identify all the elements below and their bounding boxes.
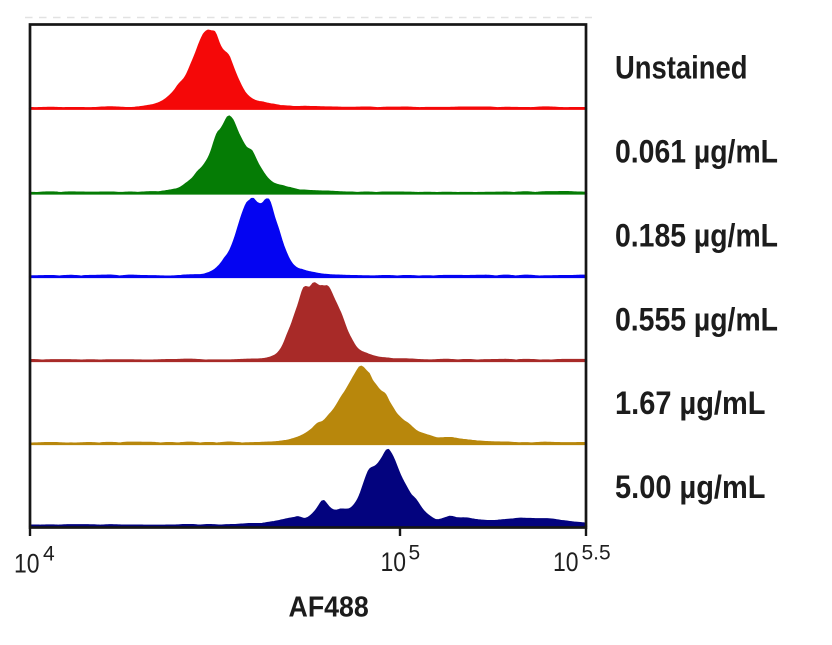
svg-text:1.67 µg/mL: 1.67 µg/mL: [615, 385, 766, 421]
svg-text:AF488: AF488: [289, 592, 369, 624]
svg-text:10: 10: [381, 547, 407, 577]
svg-text:5: 5: [409, 542, 421, 565]
svg-text:5.5: 5.5: [582, 542, 611, 565]
svg-text:0.555 µg/mL: 0.555 µg/mL: [615, 302, 778, 338]
svg-text:10: 10: [14, 549, 40, 579]
svg-text:4: 4: [43, 543, 55, 566]
svg-text:5.00 µg/mL: 5.00 µg/mL: [615, 469, 766, 505]
svg-text:0.061 µg/mL: 0.061 µg/mL: [615, 134, 778, 170]
svg-text:0.185 µg/mL: 0.185 µg/mL: [615, 218, 778, 254]
svg-text:10: 10: [553, 547, 579, 577]
svg-text:Unstained: Unstained: [615, 50, 748, 86]
